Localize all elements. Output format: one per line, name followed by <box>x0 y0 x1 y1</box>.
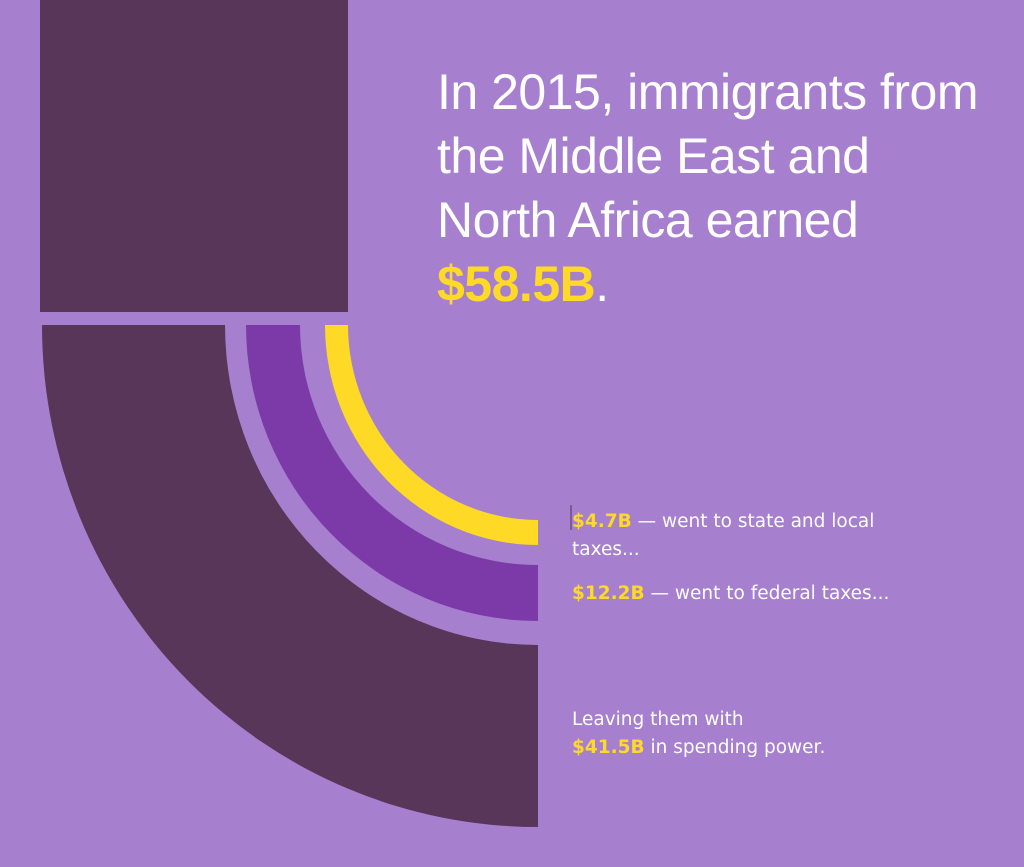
note-text: — went to state and local taxes... <box>572 511 875 560</box>
headline: In 2015, immigrants from the Middle East… <box>437 60 997 316</box>
state-tax-note: $4.7B — went to state and local taxes... <box>572 508 902 564</box>
note-amount: $12.2B <box>572 583 645 604</box>
headline-amount: $58.5B <box>437 256 596 312</box>
federal-tax-note: $12.2B — went to federal taxes... <box>572 580 1002 608</box>
spending-band <box>42 325 538 827</box>
note-lead: Leaving them with <box>572 709 744 730</box>
federal-tax-band <box>246 325 538 621</box>
note-text: — went to federal taxes... <box>650 583 890 604</box>
note-amount: $4.7B <box>572 511 632 532</box>
headline-text: In 2015, immigrants from the Middle East… <box>437 64 978 248</box>
note-text: in spending power. <box>650 737 826 758</box>
headline-end: . <box>595 256 609 312</box>
note-amount: $41.5B <box>572 737 645 758</box>
state-tax-band <box>325 325 538 545</box>
spending-note: Leaving them with $41.5B in spending pow… <box>572 706 1002 762</box>
earnings-block <box>40 0 348 312</box>
